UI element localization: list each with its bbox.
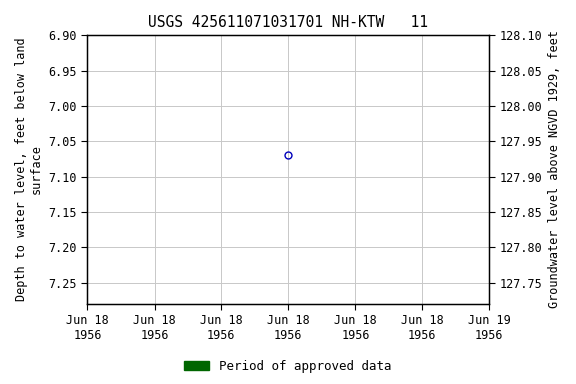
Y-axis label: Depth to water level, feet below land
surface: Depth to water level, feet below land su… bbox=[15, 38, 43, 301]
Title: USGS 425611071031701 NH-KTW   11: USGS 425611071031701 NH-KTW 11 bbox=[149, 15, 429, 30]
Y-axis label: Groundwater level above NGVD 1929, feet: Groundwater level above NGVD 1929, feet bbox=[548, 31, 561, 308]
Legend: Period of approved data: Period of approved data bbox=[179, 355, 397, 378]
